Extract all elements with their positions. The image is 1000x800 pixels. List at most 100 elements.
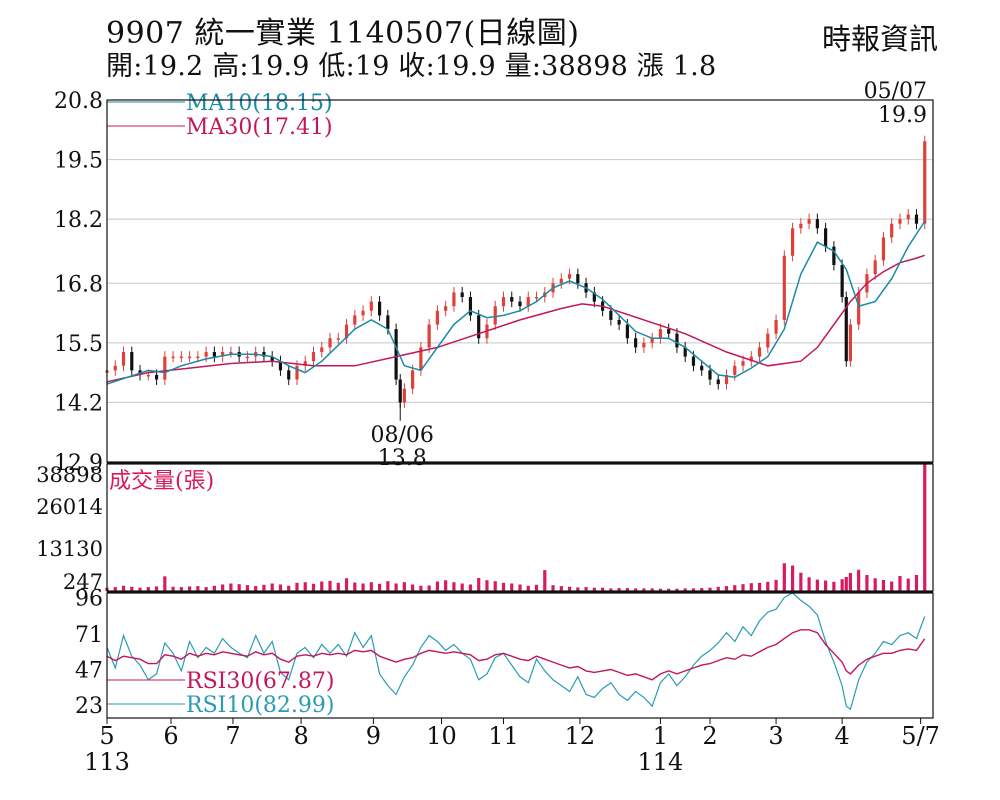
- candle-body: [848, 324, 852, 362]
- high-value-annotation: 19.9: [878, 103, 927, 128]
- volume-label: 成交量(張): [109, 469, 214, 494]
- volume-bar: [311, 583, 316, 591]
- volume-bar: [534, 584, 539, 591]
- volume-bar: [270, 583, 274, 591]
- candle-body: [353, 315, 357, 325]
- candle-body: [716, 379, 720, 385]
- ma10-legend-label: MA10(18.15): [186, 91, 333, 116]
- candle-body: [592, 292, 596, 302]
- candle-body: [534, 297, 539, 299]
- ma10-line: [106, 220, 926, 385]
- volume-bar: [287, 585, 291, 591]
- volume-bar: [757, 582, 762, 591]
- rsi10-legend-label: RSI10(82.99): [186, 693, 334, 718]
- x-tick-label: 6: [163, 722, 178, 750]
- volume-bar: [237, 584, 241, 591]
- volume-bar: [625, 588, 629, 591]
- candle-body: [923, 141, 927, 224]
- volume-tick-label: 38898: [36, 463, 103, 487]
- volume-bar: [543, 570, 547, 591]
- candle-body: [386, 315, 390, 330]
- volume-bar: [774, 579, 778, 591]
- volume-bar: [782, 563, 786, 591]
- volume-bar: [130, 586, 134, 591]
- x-tick-label: 12: [565, 722, 596, 750]
- candle-body: [501, 297, 506, 307]
- volume-bar: [724, 586, 729, 591]
- volume-bar: [567, 586, 572, 591]
- candle-body: [171, 356, 175, 359]
- candle-body: [204, 352, 208, 357]
- candle-body: [196, 356, 200, 359]
- candle-body: [295, 365, 299, 380]
- volume-bar: [667, 588, 671, 591]
- candle-body: [642, 342, 646, 348]
- volume-bar: [254, 586, 258, 591]
- volume-bar: [138, 587, 142, 591]
- volume-bar: [146, 587, 150, 591]
- volume-bar: [634, 588, 638, 591]
- price-tick-label: 12.9: [54, 451, 103, 476]
- candle-body: [510, 297, 514, 302]
- candle-body: [774, 319, 778, 334]
- volume-bar: [890, 581, 894, 591]
- price-tick-label: 18.2: [54, 208, 103, 233]
- volume-bar: [584, 587, 588, 591]
- candle-body: [303, 361, 307, 366]
- price-tick-label: 14.2: [54, 391, 103, 416]
- rsi-panel: RSI30(67.87)RSI10(82.99): [106, 592, 926, 718]
- candle-body: [559, 278, 563, 284]
- volume-bar: [840, 579, 844, 591]
- volume-bar: [832, 581, 836, 591]
- volume-bar: [485, 580, 489, 591]
- volume-bar: [881, 579, 886, 591]
- x-tick-label: 2: [702, 722, 717, 750]
- candle-body: [311, 352, 316, 362]
- volume-bar: [691, 588, 696, 591]
- volume-bar: [857, 569, 861, 591]
- panel-frame: [106, 592, 934, 719]
- volume-tick-label: 247: [63, 570, 103, 594]
- volume-bar: [377, 583, 382, 591]
- candle-body: [130, 352, 134, 371]
- rsi30-line: [106, 629, 926, 681]
- volume-bar: [419, 585, 423, 591]
- ohlc-summary: 開:19.2 高:19.9 低:19 收:19.9 量:38898 漲 1.8: [106, 51, 717, 82]
- volume-bar: [749, 583, 753, 591]
- candle-body: [262, 352, 266, 357]
- candle-body: [229, 352, 233, 354]
- year-label: 113: [84, 748, 130, 776]
- volume-bar: [906, 578, 910, 591]
- rsi-tick-label: 23: [75, 694, 103, 719]
- volume-bar: [444, 580, 448, 591]
- candle-body: [857, 292, 861, 325]
- candle-body: [898, 219, 902, 224]
- volume-bar: [477, 577, 481, 591]
- ma30-legend-label: MA30(17.41): [186, 115, 333, 140]
- volume-tick-label: 13130: [36, 537, 103, 561]
- candle-body: [840, 264, 844, 298]
- candle-body: [617, 319, 621, 325]
- candle-body: [906, 214, 910, 220]
- volume-tick-label: 26014: [36, 495, 103, 519]
- candle-body: [328, 338, 332, 348]
- x-tick-label: 11: [488, 722, 519, 750]
- volume-bar: [526, 585, 530, 591]
- price-tick-label: 20.8: [54, 89, 103, 114]
- volume-bar: [873, 578, 877, 591]
- grid-layer: [107, 159, 933, 403]
- volume-bar: [576, 587, 580, 591]
- candle-body: [221, 352, 225, 357]
- volume-bar: [295, 582, 299, 591]
- volume-bar: [262, 584, 266, 591]
- candle-body: [757, 347, 762, 357]
- candle-body: [890, 223, 894, 238]
- volume-bar: [278, 584, 283, 591]
- volume-bar: [121, 585, 126, 591]
- low-value-annotation: 13.8: [378, 446, 427, 471]
- volume-bar: [518, 584, 522, 591]
- candle-body: [336, 338, 340, 340]
- candle-body: [832, 246, 836, 265]
- volume-bar: [766, 581, 770, 591]
